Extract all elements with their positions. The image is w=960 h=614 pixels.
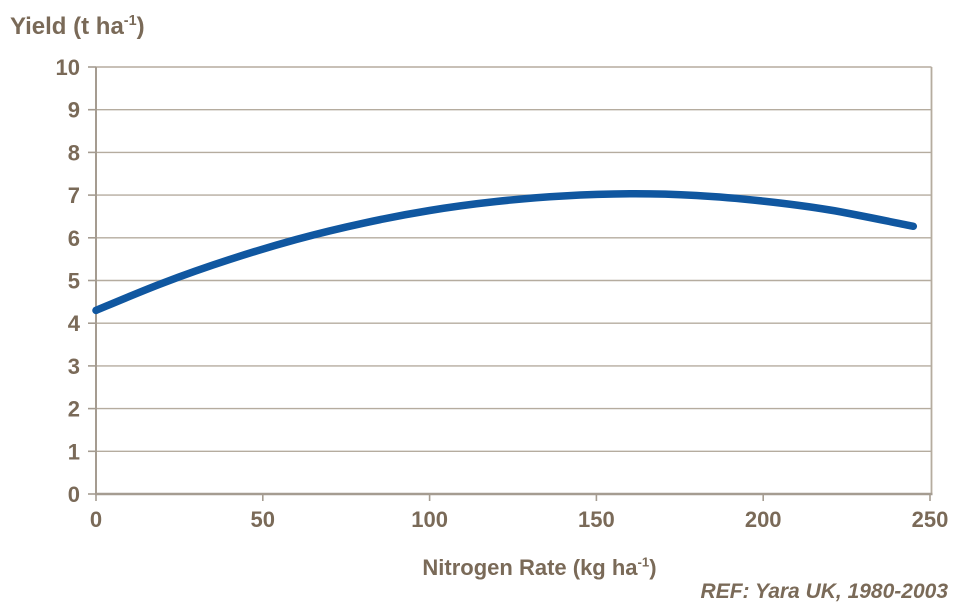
- y-axis-title: Yield (t ha-1): [10, 13, 145, 42]
- yield-curve: [92, 190, 918, 315]
- x-axis-title-close: ): [649, 555, 657, 580]
- y-tick-label: 6: [68, 226, 80, 251]
- y-tick-label: 4: [68, 311, 81, 336]
- y-axis-title-text: Yield (t ha: [10, 13, 124, 40]
- x-axis-title-superscript: -1: [637, 554, 650, 570]
- y-tick-label: 5: [68, 269, 80, 294]
- x-tick-label: 200: [745, 507, 782, 532]
- x-tick-label: 250: [912, 507, 949, 532]
- y-tick-label: 7: [68, 183, 80, 208]
- y-tick-label: 0: [68, 482, 80, 507]
- x-tick-label: 150: [578, 507, 615, 532]
- y-tick-label: 1: [68, 439, 80, 464]
- y-axis-title-superscript: -1: [123, 13, 137, 29]
- y-tick-label: 3: [68, 354, 80, 379]
- x-tick-label: 0: [90, 507, 102, 532]
- y-tick-label: 10: [56, 55, 80, 80]
- x-axis-title: Nitrogen Rate (kg ha-1): [121, 555, 958, 581]
- y-tick-label: 9: [68, 98, 80, 123]
- reference-note: REF: Yara UK, 1980-2003: [700, 580, 948, 603]
- x-tick-label: 100: [411, 507, 448, 532]
- x-tick-label: 50: [251, 507, 275, 532]
- y-tick-label: 8: [68, 140, 80, 165]
- x-axis-title-text: Nitrogen Rate (kg ha: [422, 555, 638, 580]
- y-axis-title-close: ): [136, 13, 145, 40]
- y-tick-label: 2: [68, 397, 80, 422]
